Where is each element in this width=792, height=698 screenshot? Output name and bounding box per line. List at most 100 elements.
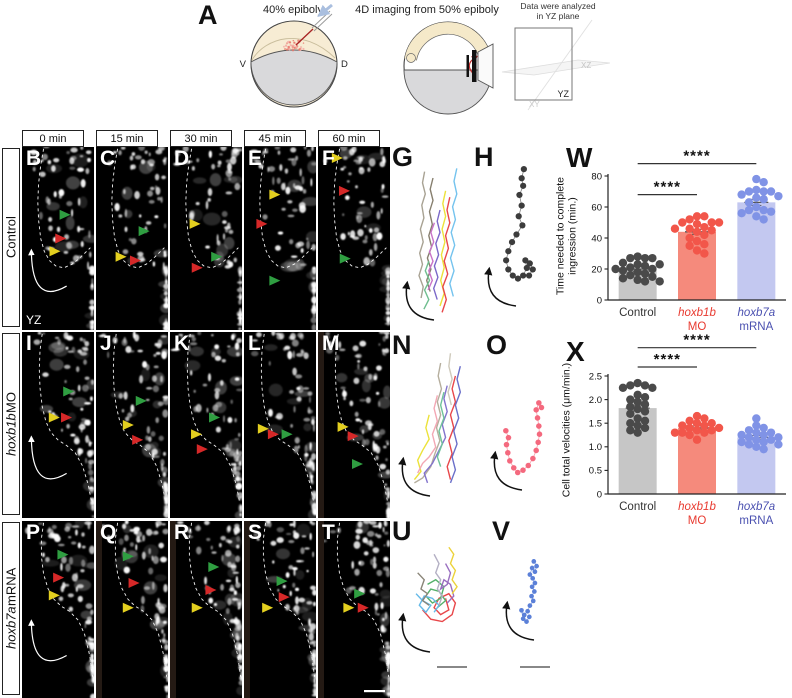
stage3-title-line1: Data were analyzed	[520, 1, 595, 11]
panel-letter-Q: Q	[100, 521, 117, 544]
green-arrowhead-icon	[354, 588, 366, 599]
panel-letter-E: E	[248, 147, 263, 170]
category-sublabel: mRNA	[739, 321, 773, 333]
panel-letter-B: B	[26, 147, 42, 170]
green-arrowhead-icon	[208, 562, 220, 573]
red-arrowhead-icon	[347, 431, 359, 442]
micro-panel-D: D	[170, 147, 242, 330]
svg-text:0.5: 0.5	[589, 466, 602, 477]
panel-letter-N: N	[392, 330, 412, 360]
micro-panel-J: J	[96, 332, 168, 518]
direction-arrow-icon	[484, 266, 517, 307]
panel-letter-F: F	[322, 147, 335, 170]
yellow-arrowhead-icon	[191, 429, 203, 440]
svg-text:0: 0	[597, 295, 602, 306]
micro-panel-M: M	[318, 332, 390, 518]
micro-image-M	[318, 332, 390, 518]
ventral-label: V	[240, 59, 247, 70]
time-label-0: 0 min	[22, 130, 84, 147]
stage2-title: 4D imaging from 50% epiboly	[355, 4, 499, 16]
direction-arrow-icon	[398, 456, 431, 497]
panel-letter-R: R	[174, 521, 190, 544]
yellow-arrowhead-icon	[343, 602, 355, 613]
red-arrowhead-icon	[205, 585, 217, 596]
panel-letter-V: V	[492, 516, 511, 546]
yellow-arrowhead-icon	[48, 590, 60, 601]
micro-panel-T: T	[318, 521, 390, 698]
micro-panel-R: R	[170, 521, 242, 698]
micro-image-C	[107, 147, 168, 330]
row-label-hoxb7a: hoxb7a mRNA	[2, 522, 20, 695]
scale-bar	[437, 666, 467, 668]
category-sublabel: MO	[688, 515, 707, 527]
micro-panel-K: K	[170, 332, 242, 518]
micro-image-D	[173, 147, 242, 330]
significance-stars: ****	[683, 334, 710, 349]
significance-stars: ****	[683, 148, 710, 165]
panel-a-label: A	[198, 0, 218, 30]
micro-panel-Q: Q	[96, 521, 168, 698]
yellow-arrowhead-icon	[269, 189, 281, 200]
green-arrowhead-icon	[59, 209, 71, 220]
category-label: hoxb1b	[678, 307, 716, 319]
red-arrowhead-icon	[256, 218, 268, 229]
significance-stars: ****	[654, 351, 681, 368]
yellow-arrowhead-icon	[122, 602, 134, 613]
green-arrowhead-icon	[138, 226, 150, 237]
rotation-arrow-icon	[28, 435, 67, 480]
red-arrowhead-icon	[191, 262, 203, 273]
time-label-3: 45 min	[244, 130, 306, 147]
significance-stars: ****	[654, 179, 681, 196]
micro-panel-I: I	[22, 332, 94, 518]
panel-letter-K: K	[174, 332, 190, 355]
yellow-arrowhead-icon	[337, 421, 349, 432]
row-label-hoxb1b: hoxb1b MO	[2, 333, 20, 515]
green-arrowhead-icon	[281, 429, 293, 440]
panel-letter-D: D	[174, 147, 190, 170]
track-plot-H	[503, 166, 536, 282]
panel-letter-I: I	[26, 332, 32, 355]
stage3-title-line2: in YZ plane	[537, 11, 580, 21]
svg-text:2.5: 2.5	[589, 371, 602, 382]
red-arrowhead-icon	[128, 577, 140, 588]
red-arrowhead-icon	[267, 429, 279, 440]
involution-curl	[406, 53, 416, 63]
micro-image-B	[28, 147, 94, 330]
panel-letter-O: O	[486, 330, 508, 360]
red-arrowhead-icon	[132, 434, 144, 445]
red-arrowhead-icon	[339, 185, 351, 196]
svg-text:20: 20	[591, 264, 602, 275]
red-arrowhead-icon	[278, 592, 290, 603]
red-arrowhead-icon	[357, 602, 369, 613]
yellow-arrowhead-icon	[257, 423, 269, 434]
track-plot-G	[398, 162, 468, 322]
track-plot-V	[519, 559, 539, 624]
micro-image-F	[323, 147, 390, 326]
yellow-arrowhead-icon	[189, 218, 201, 229]
green-arrowhead-icon	[211, 251, 223, 262]
track-plot-N	[398, 350, 480, 512]
time-label-4: 60 min	[318, 130, 380, 147]
micro-image-E	[250, 147, 316, 330]
green-arrowhead-icon	[269, 275, 281, 286]
track-plot-O	[503, 400, 545, 476]
category-sublabel: mRNA	[739, 515, 773, 527]
stage1-title: 40% epiboly	[263, 4, 323, 16]
micro-image-L	[250, 332, 316, 518]
category-sublabel: MO	[688, 321, 707, 333]
injection-arrow-icon	[317, 3, 333, 18]
scale-bar	[520, 666, 550, 668]
panel-letter-C: C	[100, 147, 116, 170]
direction-arrow-icon	[398, 612, 431, 653]
direction-arrow-icon	[502, 600, 535, 641]
micro-panel-P: P	[22, 521, 94, 698]
red-arrowhead-icon	[196, 444, 208, 455]
panel-letter-T: T	[322, 521, 335, 544]
micro-panel-F: F	[318, 147, 390, 330]
rotation-arrow-icon	[28, 619, 67, 662]
micro-image-I	[28, 332, 94, 518]
yellow-arrowhead-icon	[122, 420, 134, 430]
green-arrowhead-icon	[339, 253, 351, 264]
svg-text:2.0: 2.0	[589, 395, 602, 406]
